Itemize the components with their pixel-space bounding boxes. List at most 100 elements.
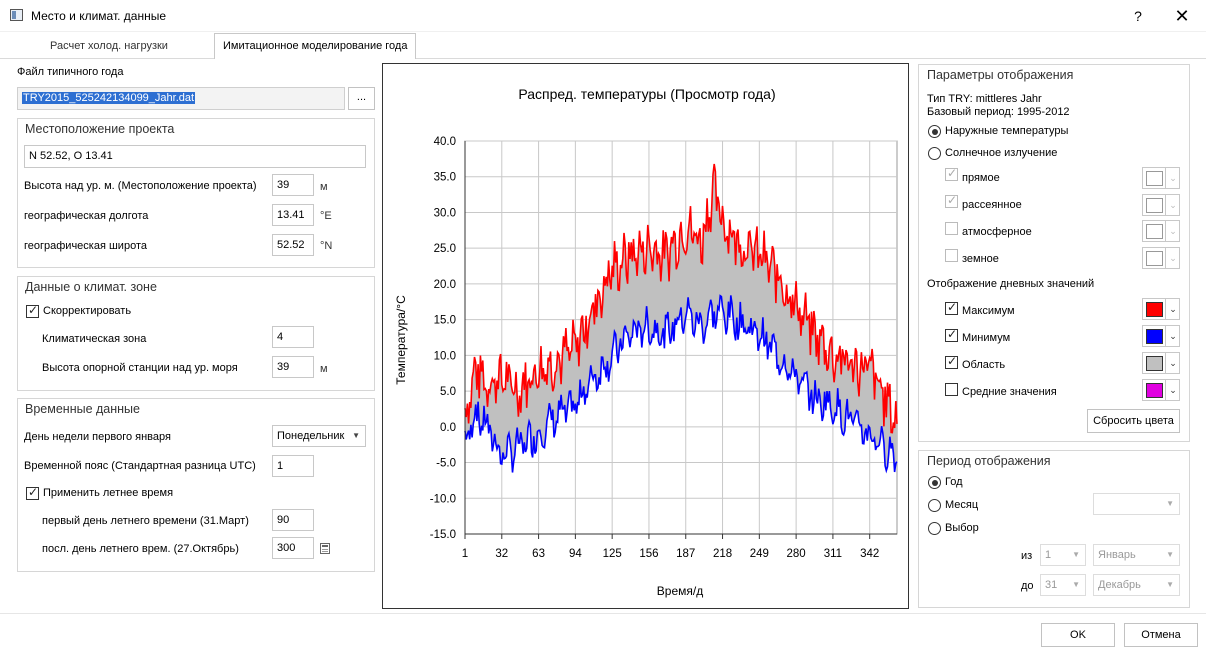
- terrestrial-checkbox[interactable]: [945, 249, 958, 262]
- altitude-unit: м: [320, 181, 328, 193]
- max-checkbox[interactable]: [945, 300, 958, 315]
- latitude-input[interactable]: 52.52: [272, 234, 314, 256]
- solar-radio[interactable]: [928, 147, 941, 160]
- latitude-unit: °N: [320, 240, 333, 252]
- dst-last-input[interactable]: 300: [272, 537, 314, 559]
- chevron-down-icon: ⌄: [1165, 380, 1180, 400]
- weekday-select[interactable]: Понедельник ▼: [272, 425, 366, 447]
- mean-checkbox[interactable]: [945, 383, 958, 396]
- from-month-value: Январь: [1098, 549, 1136, 561]
- to-day-select[interactable]: 31 ▼: [1040, 574, 1086, 596]
- base-period-text: Базовый период: 1995-2012: [927, 106, 1070, 118]
- from-day-select[interactable]: 1 ▼: [1040, 544, 1086, 566]
- atmospheric-checkbox[interactable]: [945, 222, 958, 235]
- tab-cooling-load[interactable]: Расчет холод. нагрузки: [50, 40, 168, 52]
- min-label: Минимум: [962, 332, 1011, 344]
- x-tick-label: 63: [532, 548, 545, 560]
- correct-checkbox[interactable]: [26, 303, 39, 318]
- weekday-label: День недели первого января: [24, 431, 171, 443]
- min-checkbox[interactable]: [945, 327, 958, 342]
- min-temperature-line: [464, 294, 898, 474]
- file-label: Файл типичного года: [17, 66, 124, 78]
- station-unit: м: [320, 363, 328, 375]
- y-tick-label: 30.0: [434, 207, 456, 219]
- from-month-select[interactable]: Январь ▼: [1093, 544, 1180, 566]
- calculator-icon[interactable]: [320, 543, 330, 554]
- chevron-down-icon: ⌄: [1165, 168, 1180, 188]
- display-title: Параметры отображения: [927, 68, 1074, 82]
- longitude-label: географическая долгота: [24, 210, 149, 222]
- dst-first-label: первый день летнего времени (31.Март): [42, 515, 249, 527]
- mean-color-picker[interactable]: ⌄: [1142, 379, 1180, 401]
- year-radio[interactable]: [928, 476, 941, 489]
- chevron-down-icon: ▼: [1072, 550, 1080, 559]
- color-swatch: [1146, 329, 1163, 344]
- y-tick-label: 20.0: [434, 279, 456, 291]
- direct-checkbox[interactable]: [945, 166, 958, 181]
- y-tick-label: -15.0: [430, 529, 456, 541]
- chevron-down-icon: ⌄: [1165, 248, 1180, 268]
- x-tick-label: 1: [462, 548, 468, 560]
- area-checkbox[interactable]: [945, 354, 958, 369]
- select-radio[interactable]: [928, 522, 941, 535]
- climate-title: Данные о климат. зоне: [25, 280, 157, 294]
- plot-area: [464, 140, 898, 535]
- terrestrial-color-picker[interactable]: ⌄: [1142, 247, 1180, 269]
- atmospheric-color-picker[interactable]: ⌄: [1142, 220, 1180, 242]
- longitude-input[interactable]: 13.41: [272, 204, 314, 226]
- file-field[interactable]: TRY2015_525242134099_Jahr.dat: [17, 87, 345, 110]
- x-tick-label: 342: [860, 548, 879, 560]
- month-radio[interactable]: [928, 499, 941, 512]
- time-title: Временные данные: [25, 402, 140, 416]
- coords-field[interactable]: N 52.52, O 13.41: [24, 145, 366, 168]
- tab-year-simulation[interactable]: Имитационное моделирование года: [214, 33, 417, 59]
- zone-label: Климатическая зона: [42, 333, 147, 345]
- try-type-text: Тип TRY: mittleres Jahr: [927, 93, 1042, 105]
- select-label: Выбор: [945, 522, 979, 534]
- from-day-value: 1: [1045, 549, 1052, 561]
- min-color-picker[interactable]: ⌄: [1142, 325, 1180, 347]
- tab-divider: [0, 58, 1206, 59]
- dst-label: Применить летнее время: [43, 487, 174, 499]
- cancel-button[interactable]: Отмена: [1124, 623, 1198, 647]
- chevron-down-icon: ▼: [1166, 499, 1174, 508]
- ok-button[interactable]: OK: [1041, 623, 1115, 647]
- max-color-picker[interactable]: ⌄: [1142, 298, 1180, 320]
- color-swatch: [1146, 171, 1163, 186]
- climate-group: [17, 276, 375, 391]
- solar-label: Солнечное излучение: [945, 147, 1058, 159]
- color-swatch: [1146, 383, 1163, 398]
- x-tick-label: 94: [569, 548, 582, 560]
- area-color-picker[interactable]: ⌄: [1142, 352, 1180, 374]
- altitude-label: Высота над ур. м. (Местоположение проект…: [24, 180, 257, 192]
- close-button[interactable]: ✕: [1174, 6, 1190, 26]
- diffuse-checkbox[interactable]: [945, 193, 958, 208]
- temperature-chart: Распред. температуры (Просмотр года) 40.…: [394, 86, 898, 598]
- zone-input[interactable]: 4: [272, 326, 314, 348]
- direct-color-picker[interactable]: ⌄: [1142, 167, 1180, 189]
- chart-panel: Распред. температуры (Просмотр года) 40.…: [382, 63, 909, 609]
- x-tick-label: 218: [713, 548, 732, 560]
- y-tick-label: 40.0: [434, 136, 456, 148]
- timezone-label: Временной пояс (Стандартная разница UTC): [24, 460, 256, 472]
- y-tick-label: -5.0: [436, 458, 456, 470]
- to-month-select[interactable]: Декабрь ▼: [1093, 574, 1180, 596]
- outdoor-radio[interactable]: [928, 125, 941, 138]
- dst-checkbox[interactable]: [26, 485, 39, 500]
- timezone-input[interactable]: 1: [272, 455, 314, 477]
- app-icon: [10, 9, 23, 21]
- longitude-unit: °E: [320, 210, 332, 222]
- help-button[interactable]: ?: [1134, 8, 1142, 24]
- browse-button[interactable]: ...: [348, 87, 375, 110]
- month-select[interactable]: ▼: [1093, 493, 1180, 515]
- diffuse-color-picker[interactable]: ⌄: [1142, 194, 1180, 216]
- reset-colors-button[interactable]: Сбросить цвета: [1087, 409, 1180, 433]
- altitude-input[interactable]: 39: [272, 174, 314, 196]
- dst-first-input[interactable]: 90: [272, 509, 314, 531]
- chevron-down-icon: ▼: [352, 431, 360, 440]
- station-input[interactable]: 39: [272, 356, 314, 378]
- direct-label: прямое: [962, 172, 1000, 184]
- color-swatch: [1146, 302, 1163, 317]
- file-value: TRY2015_525242134099_Jahr.dat: [22, 92, 196, 104]
- y-tick-label: -10.0: [430, 493, 456, 505]
